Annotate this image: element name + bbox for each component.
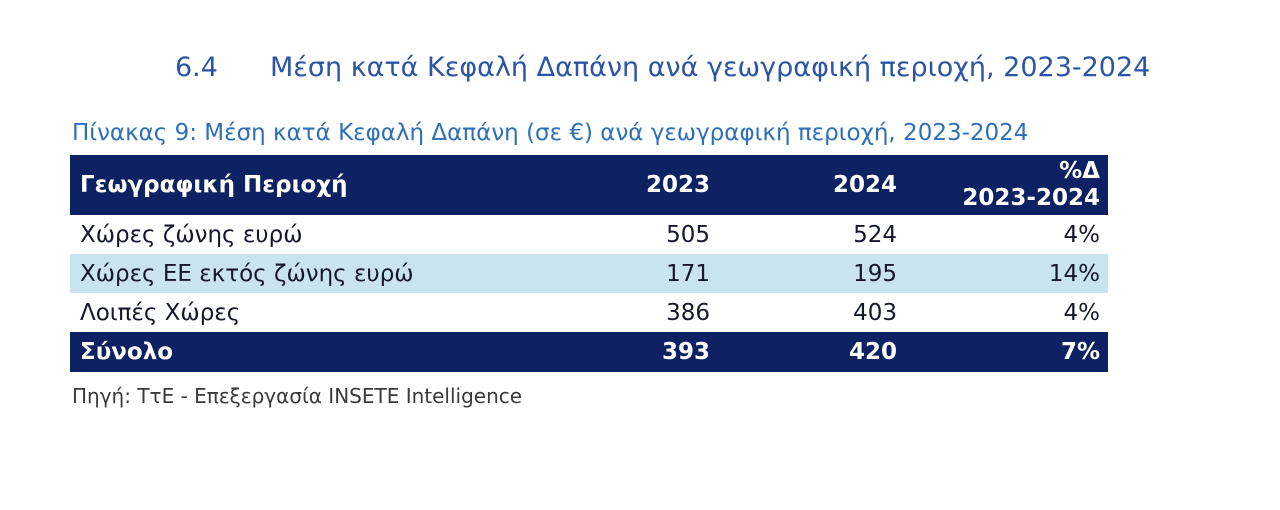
cell-region: Χώρες ΕΕ εκτός ζώνης ευρώ xyxy=(80,260,414,287)
cell-2023: 505 xyxy=(666,221,710,248)
table-caption: Πίνακας 9: Μέση κατά Κεφαλή Δαπάνη (σε €… xyxy=(72,120,1029,146)
section-title: Μέση κατά Κεφαλή Δαπάνη ανά γεωγραφική π… xyxy=(270,52,1151,83)
source-note: Πηγή: ΤτΕ - Επεξεργασία INSETE Intellige… xyxy=(72,384,523,408)
col-header-delta: %Δ 2023-2024 xyxy=(897,155,1108,215)
cell-2024: 403 xyxy=(853,299,897,326)
section-heading: 6.4 Μέση κατά Κεφαλή Δαπάνη ανά γεωγραφι… xyxy=(175,52,1280,83)
table-row: Χώρες ζώνης ευρώ 505 524 4% xyxy=(70,215,1108,254)
total-label: Σύνολο xyxy=(70,332,510,372)
col-header-2024: 2024 xyxy=(710,155,897,215)
table-row: Λοιπές Χώρες 386 403 4% xyxy=(70,293,1108,332)
cell-delta: 4% xyxy=(1063,221,1101,248)
total-delta: 7% xyxy=(897,332,1108,372)
header-row: Γεωγραφική Περιοχή 2023 2024 %Δ 2023-202… xyxy=(70,155,1108,215)
cell-2023: 386 xyxy=(666,299,710,326)
cell-2024: 195 xyxy=(853,260,897,287)
cell-delta: 14% xyxy=(1048,260,1100,287)
col-header-delta-line2: 2023-2024 xyxy=(962,185,1100,211)
expenditure-table: Γεωγραφική Περιοχή 2023 2024 %Δ 2023-202… xyxy=(70,155,1108,372)
col-header-2023: 2023 xyxy=(510,155,710,215)
cell-2024: 524 xyxy=(853,221,897,248)
total-2024: 420 xyxy=(710,332,897,372)
col-header-region: Γεωγραφική Περιοχή xyxy=(70,155,510,215)
cell-region: Χώρες ζώνης ευρώ xyxy=(80,221,303,248)
section-number: 6.4 xyxy=(175,52,218,83)
table-row: Χώρες ΕΕ εκτός ζώνης ευρώ 171 195 14% xyxy=(70,254,1108,293)
total-row: Σύνολο 393 420 7% xyxy=(70,332,1108,372)
cell-region: Λοιπές Χώρες xyxy=(80,299,241,326)
col-header-delta-line1: %Δ xyxy=(1059,158,1100,184)
total-2023: 393 xyxy=(510,332,710,372)
cell-2023: 171 xyxy=(666,260,710,287)
cell-delta: 4% xyxy=(1063,299,1101,326)
